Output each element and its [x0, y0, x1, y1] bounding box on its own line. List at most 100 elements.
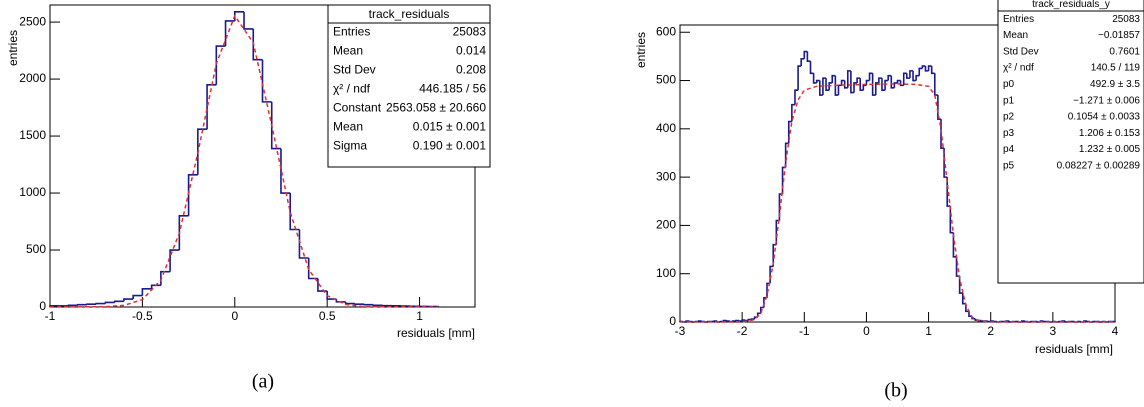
caption: (b)	[884, 380, 907, 402]
x-tick-label: 3	[1050, 324, 1057, 338]
y-tick-label: 2500	[19, 14, 46, 28]
histogram-bin	[344, 301, 355, 305]
histogram-bin	[874, 82, 879, 96]
histogram-bin	[933, 73, 938, 96]
histogram-bin	[915, 74, 920, 81]
histogram-bin	[141, 287, 152, 296]
stats-value: 0.015 ± 0.001	[413, 120, 487, 134]
stats-label: p5	[1003, 160, 1015, 171]
histogram-bin	[772, 243, 777, 267]
histogram-bin	[298, 229, 309, 259]
fit-curve	[680, 83, 1115, 323]
fit-curve	[49, 14, 439, 308]
stats-value: 0.208	[456, 63, 486, 77]
histogram-bin	[868, 72, 873, 81]
y-tick-label: 500	[26, 242, 46, 256]
histogram-bin	[67, 304, 78, 307]
histogram-bin	[955, 256, 960, 277]
histogram-bin	[307, 257, 318, 280]
histogram-bin	[354, 303, 365, 305]
histogram-bin	[815, 79, 820, 83]
histogram-bin	[224, 20, 235, 47]
y-tick-label: 500	[656, 73, 676, 87]
histogram-bin	[906, 73, 910, 79]
histogram-bin	[837, 84, 842, 96]
stats-value: 0.7601	[1109, 46, 1140, 57]
histogram-bin	[958, 276, 963, 294]
stats-title: track_residuals_y	[1032, 0, 1110, 10]
x-tick-label: 0	[231, 309, 238, 323]
y-tick-label: 200	[656, 218, 676, 232]
histogram-bin	[834, 75, 839, 96]
stats-value: 0.190 ± 0.001	[413, 139, 487, 153]
stats-label: Mean	[333, 120, 363, 134]
histogram-bin	[794, 89, 799, 105]
x-tick-label: 1	[416, 309, 423, 323]
y-axis-label: entries	[6, 30, 20, 66]
histogram-bin	[289, 193, 300, 231]
stats-label: p1	[1003, 95, 1015, 106]
histogram-bin	[862, 84, 867, 91]
histogram-bin	[326, 291, 337, 300]
histogram-bin	[825, 78, 830, 91]
stats-label: χ² / ndf	[1003, 63, 1034, 74]
y-tick-label: 100	[656, 266, 676, 280]
x-axis-label: residuals [mm]	[397, 326, 475, 340]
histogram-bin	[930, 66, 935, 75]
stats-value: 140.5 / 119	[1091, 63, 1141, 74]
histogram-bin	[952, 232, 957, 258]
histogram-bin	[261, 59, 272, 103]
histogram-bin	[169, 249, 180, 272]
histogram-bin	[800, 58, 805, 67]
histogram-bin	[812, 73, 817, 84]
stats-label: Mean	[333, 44, 363, 58]
histogram-bin	[280, 148, 291, 194]
histogram-bin	[850, 70, 854, 94]
histogram-bin	[150, 284, 161, 289]
histogram-bin	[243, 11, 254, 30]
histogram-bin	[865, 79, 870, 86]
y-tick-label: 0	[39, 299, 46, 313]
histogram-bin	[372, 304, 383, 307]
histogram-bin	[884, 79, 889, 91]
y-tick-label: 300	[656, 169, 676, 183]
x-tick-label: 2	[987, 324, 994, 338]
histogram-bin	[270, 101, 281, 150]
histogram-bin	[909, 70, 914, 79]
stats-label: Entries	[1003, 14, 1034, 25]
stats-label: Sigma	[333, 139, 367, 153]
stats-label: Constant	[333, 101, 382, 115]
histogram-bin	[924, 66, 929, 72]
histogram-bin	[881, 78, 886, 91]
x-tick-label: -3	[675, 324, 686, 338]
stats-value: 25083	[1112, 14, 1140, 25]
histogram-bin	[791, 103, 795, 122]
histogram-bin	[878, 77, 882, 83]
x-tick-label: -1	[45, 309, 56, 323]
stats-label: p0	[1003, 79, 1015, 90]
histogram-bin	[927, 65, 932, 71]
histogram-bin	[840, 79, 845, 86]
histogram-bin	[187, 174, 198, 216]
stats-value: −0.01857	[1098, 30, 1140, 41]
x-tick-label: 1	[925, 324, 932, 338]
stats-value: 2563.058 ± 20.660	[386, 101, 486, 115]
stats-label: Entries	[333, 25, 370, 39]
y-tick-label: 400	[656, 121, 676, 135]
histogram-bin	[747, 318, 752, 321]
stats-label: p2	[1003, 112, 1015, 123]
stats-value: 1.232 ± 0.005	[1079, 144, 1141, 155]
histogram-bin	[215, 45, 226, 85]
stats-value: 25083	[453, 25, 487, 39]
histogram-bin	[123, 298, 134, 302]
stats-label: p4	[1003, 144, 1015, 155]
stats-value: 492.9 ± 3.5	[1090, 79, 1140, 90]
histogram-bin	[252, 28, 263, 61]
y-tick-label: 1000	[19, 185, 46, 199]
histogram-bin	[113, 300, 124, 303]
histogram-bin	[912, 70, 917, 82]
histogram-bin	[178, 215, 189, 251]
histogram-bin	[206, 83, 217, 130]
stats-frame	[327, 4, 491, 168]
x-tick-label: -0.5	[132, 309, 153, 323]
